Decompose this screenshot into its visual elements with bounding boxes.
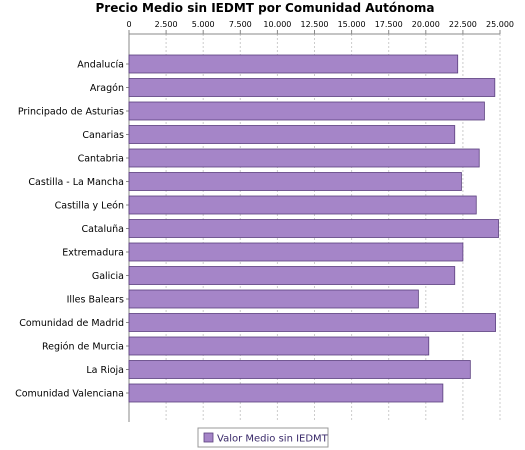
bars <box>128 54 499 403</box>
x-tick-label: 12.500 <box>301 20 329 29</box>
category-label: Castilla y León <box>55 201 124 212</box>
bar <box>128 148 480 168</box>
category-label: Canarias <box>82 130 124 141</box>
category-label: Principado de Asturias <box>18 107 124 118</box>
bar <box>128 383 444 403</box>
bar <box>128 336 430 356</box>
category-label: La Rioja <box>86 365 124 376</box>
category-label: Galicia <box>92 271 124 282</box>
x-tick-label: 7.500 <box>229 20 252 29</box>
x-tick-label: 5.000 <box>192 20 215 29</box>
bar <box>128 242 464 262</box>
category-label: Illes Balears <box>67 295 124 306</box>
category-label: Castilla - La Mancha <box>28 177 124 188</box>
chart-title: Precio Medio sin IEDMT por Comunidad Aut… <box>96 1 435 15</box>
category-label: Aragón <box>90 83 124 94</box>
bar <box>128 54 459 74</box>
legend-label: Valor Medio sin IEDMT <box>217 434 329 445</box>
category-label: Región de Murcia <box>42 342 124 353</box>
x-tick-label: 22.500 <box>449 20 477 29</box>
bar <box>128 125 456 144</box>
legend-box <box>197 427 329 448</box>
category-label: Cataluña <box>81 224 124 235</box>
bar <box>128 313 496 332</box>
category-label: Andalucía <box>77 60 124 71</box>
x-tick-label: 17.500 <box>375 20 403 29</box>
category-label: Comunidad Valenciana <box>15 389 124 400</box>
bar <box>128 195 477 215</box>
category-label: Extremadura <box>62 248 124 259</box>
x-tick-label: 0 <box>126 20 131 29</box>
x-tick-label: 10.000 <box>263 20 291 29</box>
bar <box>128 360 471 379</box>
bar <box>128 172 462 191</box>
x-tick-labels: 0 2.500 5.000 7.500 10.000 12.500 15.000 17.500… <box>126 20 514 29</box>
x-tick-label: 2.500 <box>155 20 178 29</box>
category-labels: Andalucía Aragón Principado de Asturias Can… <box>15 60 124 400</box>
bar <box>128 266 456 285</box>
legend: Valor Medio sin IEDMT <box>197 427 329 448</box>
x-tick-label: 15.000 <box>338 20 366 29</box>
x-tick-label: 25.000 <box>486 20 514 29</box>
x-tick-label: 20.000 <box>412 20 440 29</box>
grid-lines <box>165 34 501 422</box>
bar <box>128 78 496 97</box>
legend-swatch <box>203 432 214 443</box>
category-label: Cantabria <box>78 154 124 165</box>
bar <box>128 101 485 121</box>
category-label: Comunidad de Madrid <box>19 318 124 329</box>
bar <box>128 289 419 309</box>
bar <box>128 219 499 238</box>
